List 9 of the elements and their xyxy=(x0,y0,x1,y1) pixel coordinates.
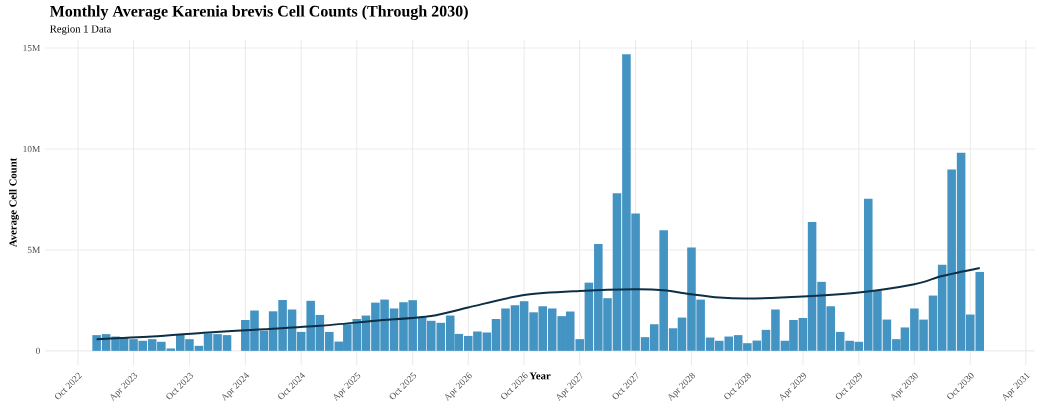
y-tick-label: 15M xyxy=(23,44,41,52)
x-axis-title: Year xyxy=(529,372,551,380)
y-tick-label: 10M xyxy=(23,145,41,153)
chart-title: Monthly Average Karenia brevis Cell Counts (Through 2030) xyxy=(49,5,468,20)
y-tick-label: 5M xyxy=(27,246,41,254)
line-series xyxy=(95,266,981,341)
y-tick-label: 0 xyxy=(35,347,40,355)
y-axis-title: Average Cell Count xyxy=(9,157,19,248)
chart-subtitle: Region 1 Data xyxy=(50,25,112,35)
